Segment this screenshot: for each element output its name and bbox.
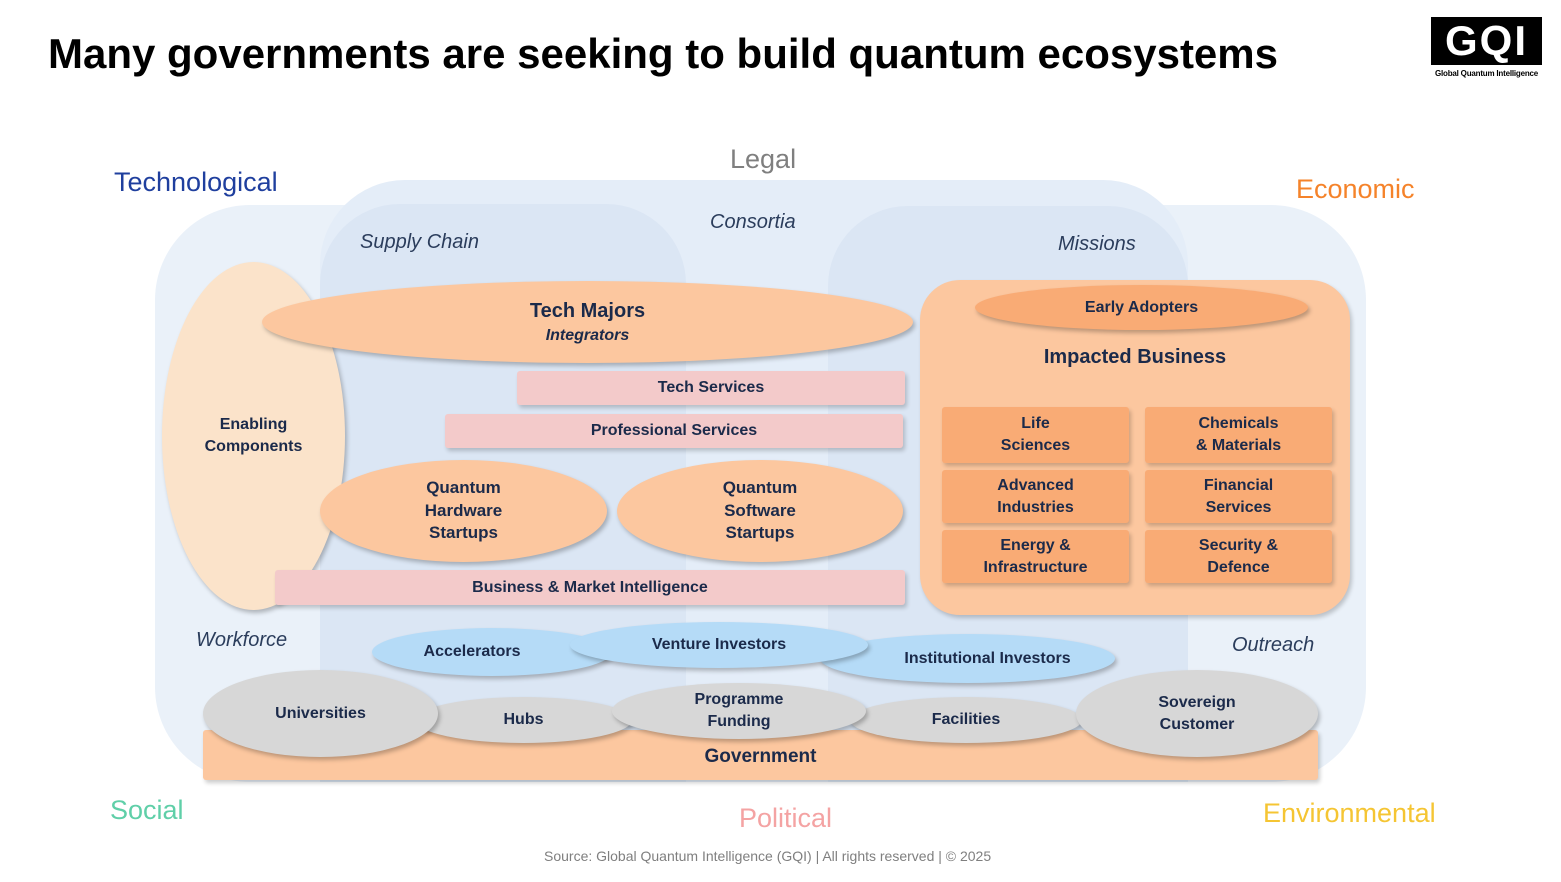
environmental-label: Environmental <box>1263 798 1436 828</box>
accelerators: Accelerators <box>372 628 612 676</box>
workforce-label: Workforce <box>196 629 288 651</box>
universities: Universities <box>203 670 438 757</box>
quantum-software-startups: Quantum Software Startups <box>617 460 903 562</box>
page-title: Many governments are seeking to build qu… <box>48 30 1278 77</box>
institutional-investors: Institutional Investors <box>820 634 1115 683</box>
sovereign-customer: Sovereign Customer <box>1076 670 1318 757</box>
economic-label: Economic <box>1296 174 1415 204</box>
legal-label: Legal <box>730 144 797 174</box>
enabling-components: Enabling Components <box>162 262 345 610</box>
sector-financial-services: Financial Services <box>1145 470 1332 523</box>
consortia-label: Consortia <box>710 211 796 233</box>
sector-life-sciences: Life Sciences <box>942 407 1129 463</box>
outreach-label: Outreach <box>1232 634 1315 656</box>
facilities: Facilities <box>850 697 1082 743</box>
venture-investors: Venture Investors <box>570 622 868 668</box>
logo-subtitle: Global Quantum Intelligence <box>1434 69 1539 78</box>
quantum-hardware-startups: Quantum Hardware Startups <box>320 460 607 562</box>
supply-chain-label: Supply Chain <box>360 231 479 253</box>
tech-majors: Tech Majors Integrators <box>262 281 913 363</box>
professional-services: Professional Services <box>445 414 903 448</box>
tech-services: Tech Services <box>517 371 905 405</box>
sector-security-defence: Security & Defence <box>1145 530 1332 583</box>
political-label: Political <box>739 803 833 833</box>
sector-advanced-industries: Advanced Industries <box>942 470 1129 523</box>
early-adopters: Early Adopters <box>975 285 1308 330</box>
business-market-intelligence: Business & Market Intelligence <box>275 570 905 605</box>
social-label: Social <box>110 795 184 825</box>
missions-label: Missions <box>1058 233 1136 255</box>
sector-energy-infrastructure: Energy & Infrastructure <box>942 530 1129 583</box>
technological-label: Technological <box>114 167 278 197</box>
gqi-logo: GQI <box>1431 17 1542 65</box>
hubs: Hubs <box>415 697 632 743</box>
sector-chemicals-materials: Chemicals & Materials <box>1145 407 1332 463</box>
impacted-business-title: Impacted Business <box>1043 346 1227 368</box>
source-footer: Source: Global Quantum Intelligence (GQI… <box>544 848 992 864</box>
programme-funding: Programme Funding <box>612 683 866 739</box>
